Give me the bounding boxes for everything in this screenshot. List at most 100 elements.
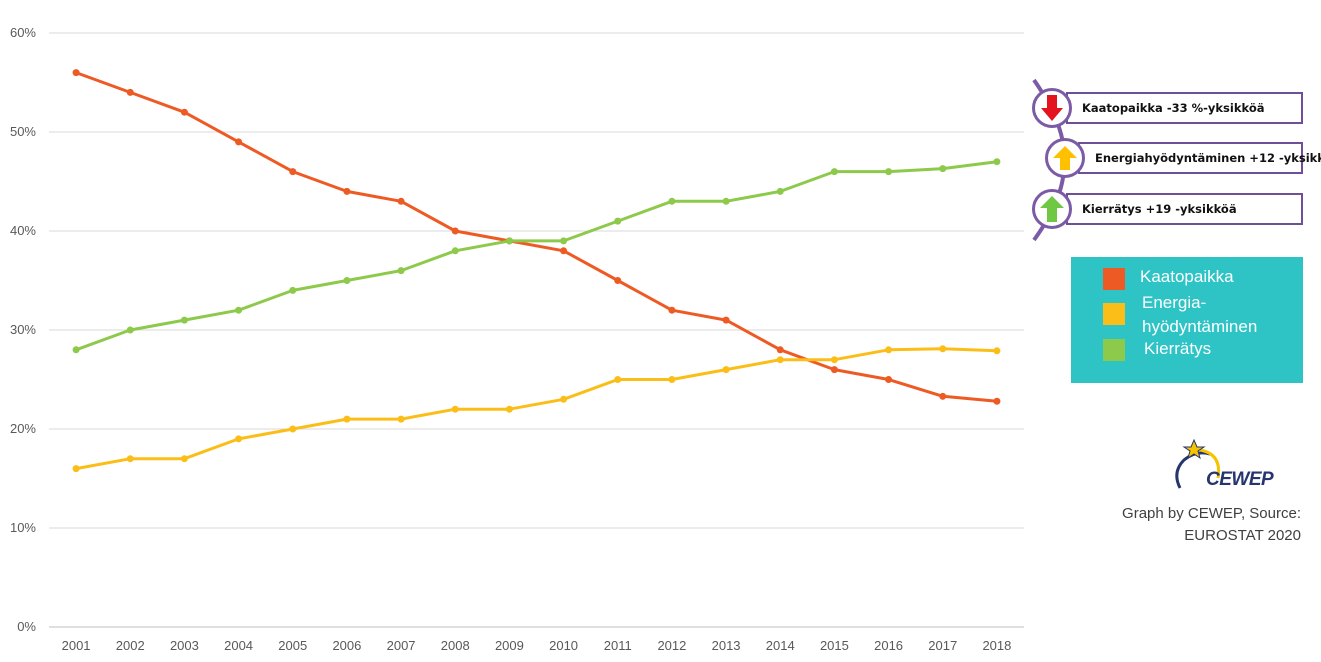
data-point bbox=[830, 366, 838, 374]
logo-text: CEWEP bbox=[1206, 469, 1274, 490]
legend-label-energy-1: Energia- bbox=[1142, 293, 1207, 312]
callout-energy-circle bbox=[1045, 138, 1085, 178]
data-point bbox=[830, 356, 838, 364]
data-point bbox=[668, 197, 676, 205]
data-point bbox=[343, 415, 351, 423]
data-point bbox=[776, 187, 784, 195]
data-point bbox=[993, 397, 1001, 405]
x-tick-label: 2018 bbox=[982, 638, 1011, 653]
data-point bbox=[885, 168, 893, 176]
data-point bbox=[722, 316, 730, 324]
data-point bbox=[505, 237, 513, 245]
callout-recycling: Kierrätys +19 -yksikköä bbox=[1066, 193, 1303, 225]
gridlines bbox=[49, 32, 1024, 628]
x-tick-label: 2001 bbox=[62, 638, 91, 653]
cewep-logo: CEWEP bbox=[1172, 436, 1282, 496]
legend-swatch-landfill bbox=[1103, 268, 1125, 290]
callout-recycling-text: Kierrätys +19 -yksikköä bbox=[1082, 202, 1237, 216]
data-point bbox=[614, 376, 622, 383]
x-tick-label: 2009 bbox=[495, 638, 524, 653]
data-point bbox=[343, 187, 351, 195]
y-axis-ticks: 0% 10% 20% 30% 40% 50% 60% bbox=[10, 25, 36, 634]
series-points bbox=[72, 69, 1001, 473]
data-point bbox=[397, 267, 405, 275]
data-point bbox=[614, 277, 622, 284]
series-lines bbox=[75, 71, 998, 471]
data-point bbox=[614, 217, 622, 225]
series-line-0 bbox=[75, 71, 998, 403]
callout-recycling-circle bbox=[1032, 189, 1072, 229]
callout-landfill: Kaatopaikka -33 %-yksikköä bbox=[1066, 92, 1303, 124]
callout-energy: Energiahyödyntäminen +12 -yksikköä bbox=[1078, 142, 1321, 174]
data-point bbox=[722, 366, 730, 374]
x-tick-label: 2011 bbox=[604, 638, 632, 653]
callout-energy-text: Energiahyödyntäminen +12 -yksikköä bbox=[1095, 151, 1321, 165]
data-point bbox=[235, 435, 243, 443]
source-line-2: EUROSTAT 2020 bbox=[1184, 527, 1301, 544]
data-point bbox=[126, 88, 134, 96]
data-point bbox=[180, 455, 188, 463]
data-point bbox=[560, 247, 568, 255]
x-tick-label: 2012 bbox=[657, 638, 686, 653]
x-tick-label: 2010 bbox=[549, 638, 578, 653]
callout-landfill-text: Kaatopaikka -33 %-yksikköä bbox=[1082, 101, 1265, 115]
source-note: Graph by CEWEP, Source: EUROSTAT 2020 bbox=[1122, 503, 1301, 547]
arrow-up-icon bbox=[1053, 146, 1077, 170]
data-point bbox=[72, 69, 80, 77]
x-tick-label: 2007 bbox=[387, 638, 416, 653]
data-point bbox=[885, 346, 893, 354]
x-tick-label: 2014 bbox=[766, 638, 795, 653]
x-tick-label: 2008 bbox=[441, 638, 470, 653]
x-tick-label: 2002 bbox=[116, 638, 145, 653]
x-tick-label: 2015 bbox=[820, 638, 849, 653]
x-tick-label: 2013 bbox=[712, 638, 741, 653]
data-point bbox=[722, 197, 730, 205]
data-point bbox=[451, 247, 459, 255]
data-point bbox=[235, 306, 243, 314]
data-point bbox=[72, 346, 80, 354]
legend-label-landfill: Kaatopaikka bbox=[1140, 267, 1234, 286]
data-point bbox=[830, 168, 838, 176]
data-point bbox=[993, 347, 1001, 355]
data-point bbox=[397, 415, 405, 423]
data-point bbox=[180, 316, 188, 324]
star-swoosh-icon bbox=[1175, 438, 1221, 489]
legend: Kaatopaikka Energia- hyödyntäminen Kierr… bbox=[1071, 257, 1303, 383]
data-point bbox=[451, 405, 459, 413]
x-tick-label: 2004 bbox=[224, 638, 253, 653]
legend-swatch-energy bbox=[1103, 303, 1125, 325]
data-point bbox=[939, 392, 947, 400]
arrow-down-icon bbox=[1041, 95, 1063, 121]
x-tick-label: 2016 bbox=[874, 638, 903, 653]
x-tick-label: 2006 bbox=[332, 638, 361, 653]
y-tick-label: 60% bbox=[10, 25, 36, 40]
source-line-1: Graph by CEWEP, Source: bbox=[1122, 505, 1301, 522]
data-point bbox=[505, 405, 513, 413]
data-point bbox=[180, 108, 188, 116]
legend-swatch-recycling bbox=[1103, 339, 1125, 361]
data-point bbox=[289, 286, 297, 294]
data-point bbox=[776, 346, 784, 354]
data-point bbox=[939, 165, 947, 173]
data-point bbox=[451, 227, 459, 235]
data-point bbox=[560, 237, 568, 245]
callout-landfill-circle bbox=[1032, 88, 1072, 128]
series-line-1 bbox=[75, 347, 997, 471]
x-tick-label: 2017 bbox=[928, 638, 957, 653]
data-point bbox=[668, 306, 676, 314]
data-point bbox=[560, 395, 568, 403]
data-point bbox=[289, 425, 297, 433]
data-point bbox=[235, 138, 243, 146]
data-point bbox=[885, 376, 893, 383]
data-point bbox=[72, 465, 80, 473]
x-axis-ticks: 2001 2002 2003 2004 2005 2006 2007 2008 2009 2010… bbox=[62, 638, 1012, 653]
y-tick-label: 10% bbox=[10, 520, 36, 535]
y-tick-label: 0% bbox=[17, 619, 36, 634]
series-line-2 bbox=[75, 160, 998, 352]
data-point bbox=[343, 277, 351, 284]
y-tick-label: 20% bbox=[10, 421, 36, 436]
y-tick-label: 50% bbox=[10, 124, 36, 139]
legend-label-energy-2: hyödyntäminen bbox=[1142, 317, 1258, 336]
y-tick-label: 40% bbox=[10, 223, 36, 238]
